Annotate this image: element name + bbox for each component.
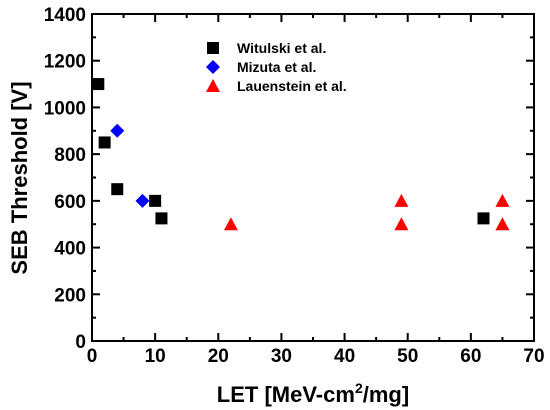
y-axis-title: SEB Threshold [V] xyxy=(7,81,32,274)
legend-label: Mizuta et al. xyxy=(237,59,316,75)
y-tick-label: 400 xyxy=(54,239,86,260)
x-tick-label: 40 xyxy=(334,346,355,367)
y-tick-label: 0 xyxy=(75,332,86,353)
data-points xyxy=(92,78,510,231)
triangle-point xyxy=(495,217,510,231)
legend-square-marker xyxy=(207,42,219,54)
x-axis-title-tail: /mg] xyxy=(363,382,409,407)
legend-label: Witulski et al. xyxy=(237,40,326,56)
diamond-point xyxy=(135,193,150,208)
triangle-point xyxy=(495,193,510,207)
y-tick-label: 600 xyxy=(54,192,86,213)
legend-triangle-marker xyxy=(206,79,220,92)
y-tick-label: 200 xyxy=(54,285,86,306)
triangle-point xyxy=(394,217,409,231)
y-tick-label: 1400 xyxy=(44,5,86,26)
x-axis-title: LET [MeV-cm2/mg] xyxy=(217,380,409,407)
axis-ticks xyxy=(91,13,535,342)
square-point xyxy=(477,212,490,225)
triangle-point xyxy=(223,217,238,231)
x-tick-label: 0 xyxy=(87,346,98,367)
square-point xyxy=(149,194,162,207)
x-tick-label: 70 xyxy=(523,346,544,367)
x-tick-label: 30 xyxy=(271,346,292,367)
y-tick-label: 800 xyxy=(54,145,86,166)
legend-label: Lauenstein et al. xyxy=(237,78,347,94)
legend-diamond-marker xyxy=(206,60,220,74)
square-point xyxy=(98,136,111,149)
diamond-point xyxy=(110,123,125,138)
x-tick-label: 20 xyxy=(208,346,229,367)
x-tick-label: 50 xyxy=(397,346,418,367)
tick-labels: 0 10 20 30 40 50 60 70 0 200 400 600 800 1000 1200 1400 xyxy=(44,5,545,367)
square-point xyxy=(92,78,105,91)
square-point xyxy=(155,212,168,225)
x-axis-title-superscript: 2 xyxy=(355,380,363,396)
legend: Witulski et al. Mizuta et al. Lauenstein e… xyxy=(206,40,347,94)
triangle-point xyxy=(394,193,409,207)
x-tick-label: 10 xyxy=(145,346,166,367)
x-tick-label: 60 xyxy=(460,346,481,367)
y-tick-label: 1000 xyxy=(44,98,86,119)
square-point xyxy=(111,183,124,196)
y-tick-label: 1200 xyxy=(44,52,86,73)
x-axis-title-main: LET [MeV-cm xyxy=(217,382,355,407)
